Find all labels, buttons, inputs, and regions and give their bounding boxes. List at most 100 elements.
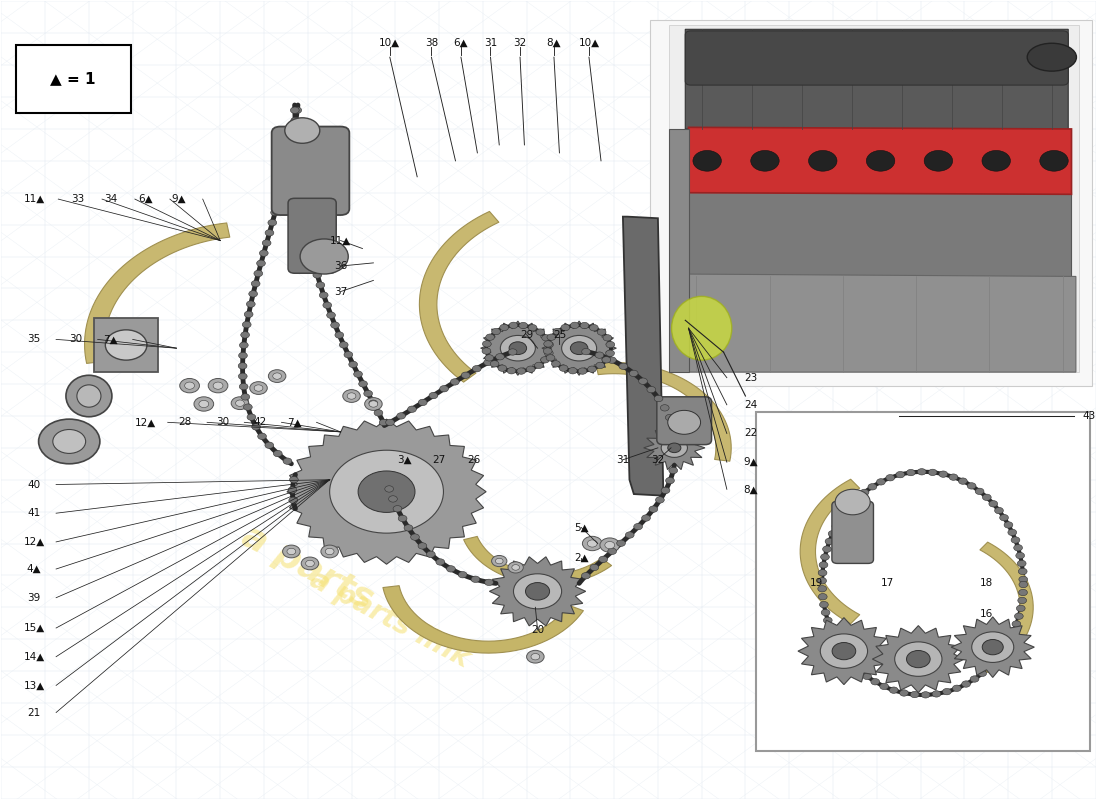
- Circle shape: [921, 692, 929, 698]
- Circle shape: [265, 442, 274, 449]
- Circle shape: [570, 322, 579, 329]
- Circle shape: [669, 424, 678, 430]
- Circle shape: [1019, 582, 1027, 588]
- Circle shape: [544, 350, 553, 357]
- Circle shape: [499, 324, 508, 330]
- Circle shape: [890, 687, 898, 694]
- Circle shape: [385, 486, 394, 492]
- Circle shape: [895, 471, 904, 478]
- Circle shape: [364, 390, 373, 397]
- Circle shape: [626, 532, 634, 538]
- Circle shape: [605, 542, 615, 549]
- Circle shape: [1011, 537, 1020, 543]
- Circle shape: [106, 330, 147, 360]
- Circle shape: [274, 199, 283, 206]
- Circle shape: [544, 342, 553, 348]
- Circle shape: [862, 674, 871, 679]
- Text: 24: 24: [745, 400, 758, 410]
- Circle shape: [1019, 590, 1027, 596]
- Circle shape: [447, 566, 455, 572]
- Circle shape: [185, 382, 195, 390]
- Circle shape: [290, 107, 299, 114]
- Circle shape: [379, 419, 388, 426]
- Circle shape: [295, 179, 304, 186]
- Circle shape: [847, 502, 856, 508]
- Circle shape: [349, 362, 358, 368]
- Circle shape: [943, 689, 951, 695]
- Circle shape: [440, 386, 449, 392]
- Circle shape: [607, 357, 616, 363]
- Circle shape: [289, 477, 298, 483]
- Circle shape: [1014, 545, 1023, 551]
- Circle shape: [199, 400, 209, 407]
- Circle shape: [656, 497, 664, 503]
- Circle shape: [669, 467, 678, 474]
- Circle shape: [257, 433, 266, 439]
- Circle shape: [472, 366, 481, 372]
- Circle shape: [410, 534, 419, 540]
- Circle shape: [241, 394, 250, 400]
- Circle shape: [293, 107, 301, 114]
- Circle shape: [492, 328, 500, 334]
- Circle shape: [820, 602, 828, 608]
- Text: 36: 36: [334, 261, 348, 271]
- Circle shape: [590, 564, 598, 570]
- Text: 8▲: 8▲: [744, 484, 758, 494]
- Circle shape: [398, 515, 407, 522]
- Circle shape: [213, 382, 223, 390]
- Circle shape: [997, 650, 1005, 657]
- Circle shape: [312, 272, 321, 278]
- Circle shape: [661, 487, 670, 494]
- Circle shape: [436, 558, 444, 565]
- Circle shape: [949, 474, 958, 480]
- Circle shape: [273, 373, 282, 379]
- Circle shape: [289, 127, 298, 134]
- Polygon shape: [464, 537, 612, 585]
- Circle shape: [817, 578, 826, 584]
- Text: 17: 17: [881, 578, 894, 588]
- Circle shape: [649, 506, 658, 512]
- Circle shape: [595, 352, 604, 358]
- Text: 34: 34: [104, 194, 118, 204]
- Circle shape: [982, 150, 1011, 171]
- Text: 6▲: 6▲: [139, 194, 153, 204]
- Circle shape: [967, 482, 976, 489]
- Circle shape: [600, 538, 619, 552]
- Circle shape: [634, 523, 642, 530]
- Text: 43: 43: [1082, 411, 1096, 421]
- Circle shape: [344, 351, 353, 358]
- Polygon shape: [542, 321, 616, 375]
- Circle shape: [906, 470, 915, 476]
- Circle shape: [961, 681, 970, 687]
- Circle shape: [660, 405, 669, 411]
- Circle shape: [194, 397, 213, 411]
- Circle shape: [308, 251, 317, 258]
- Circle shape: [242, 322, 251, 328]
- Circle shape: [1001, 643, 1010, 650]
- Circle shape: [393, 506, 402, 512]
- Circle shape: [924, 150, 953, 171]
- Circle shape: [301, 557, 319, 570]
- Circle shape: [359, 381, 367, 387]
- Text: 10▲: 10▲: [379, 38, 400, 48]
- Circle shape: [331, 322, 340, 328]
- Text: 13▲: 13▲: [23, 681, 45, 690]
- Circle shape: [808, 150, 837, 171]
- Circle shape: [293, 149, 301, 155]
- Polygon shape: [383, 586, 583, 653]
- Circle shape: [582, 349, 591, 355]
- Circle shape: [569, 367, 578, 374]
- Polygon shape: [689, 127, 1071, 194]
- FancyBboxPatch shape: [685, 31, 1068, 85]
- Circle shape: [495, 558, 503, 564]
- Polygon shape: [685, 30, 1068, 130]
- Circle shape: [461, 372, 470, 378]
- Text: 7▲: 7▲: [103, 334, 118, 345]
- Circle shape: [598, 556, 607, 562]
- Circle shape: [825, 538, 834, 545]
- Circle shape: [283, 545, 300, 558]
- Circle shape: [842, 509, 850, 515]
- Polygon shape: [952, 617, 1034, 678]
- Circle shape: [500, 335, 536, 361]
- Circle shape: [978, 670, 987, 677]
